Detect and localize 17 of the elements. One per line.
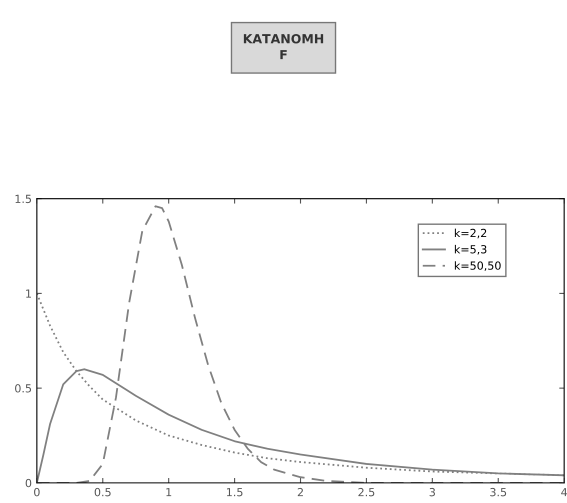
legend-label: k=2,2	[454, 228, 486, 238]
chart-title: ΚΑΤΑΝΟΜΗ F	[244, 34, 324, 60]
x-tick-label: 2.5	[358, 488, 374, 496]
y-tick-label: 1	[26, 290, 31, 298]
x-tick-label: 1	[166, 488, 172, 496]
y-tick-label: 1.5	[16, 194, 32, 204]
x-tick-label: 2	[298, 488, 303, 496]
x-tick-label: 0	[34, 488, 40, 496]
x-tick-label: 3.5	[490, 488, 506, 496]
legend-label: k=50,50	[454, 261, 501, 271]
x-tick-label: 1.5	[226, 488, 242, 496]
x-tick-label: 0.5	[94, 488, 111, 496]
y-tick-label: 0	[26, 478, 32, 488]
x-tick-label: 3	[430, 488, 435, 496]
x-tick-label: 4	[561, 488, 567, 496]
y-tick-label: 0.5	[15, 384, 32, 393]
legend-label: k=5,3	[454, 244, 486, 255]
